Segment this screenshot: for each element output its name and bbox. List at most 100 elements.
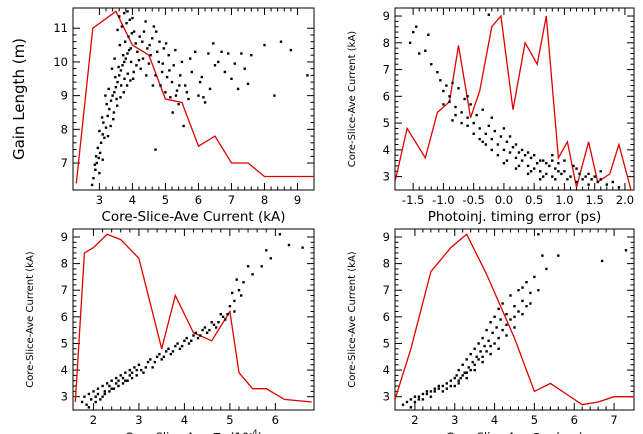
scatter-point <box>192 334 195 337</box>
scatter-point <box>112 111 116 114</box>
scatter-point <box>141 40 144 43</box>
scatter-point <box>233 62 236 65</box>
scatter-point <box>187 342 191 345</box>
scatter-point <box>123 11 126 15</box>
scatter-point <box>94 168 97 171</box>
scatter-point <box>104 126 108 129</box>
scatter-point <box>460 111 463 114</box>
scatter-point <box>563 159 566 162</box>
x-tick-label: 3 <box>96 193 103 207</box>
scatter-point <box>96 392 100 396</box>
scatter-point <box>505 313 508 316</box>
scatter-point <box>465 376 468 380</box>
scatter-point <box>487 124 490 127</box>
y-tick-label: 9 <box>61 230 68 244</box>
scatter-point <box>569 175 572 178</box>
scatter-point <box>233 299 236 303</box>
scatter-point <box>134 42 137 45</box>
scatter-point <box>146 360 150 364</box>
scatter-point <box>481 336 484 340</box>
scatter-point <box>98 171 101 175</box>
scatter-point <box>517 164 521 168</box>
scatter-point <box>158 40 161 43</box>
scatter-point <box>178 347 182 350</box>
scatter-point <box>505 334 508 337</box>
scatter-point <box>497 336 500 340</box>
scatter-point <box>120 25 124 28</box>
y-tick-label: 9 <box>61 89 68 103</box>
scatter-point <box>514 143 518 146</box>
scatter-point <box>517 310 520 313</box>
scatter-point <box>96 387 100 390</box>
scatter-point <box>437 384 440 388</box>
scatter-point <box>448 95 451 98</box>
scatter-point <box>130 32 133 35</box>
scatter-point <box>123 77 126 80</box>
scatter-point <box>457 368 460 372</box>
scatter-point <box>437 387 440 390</box>
scatter-point <box>168 69 171 72</box>
scatter-point <box>164 42 168 45</box>
scatter-point <box>499 318 502 321</box>
scatter-point <box>417 395 421 398</box>
scatter-point <box>217 321 220 324</box>
scatter-point <box>105 382 109 385</box>
scatter-point <box>481 108 484 111</box>
scatter-point <box>104 94 107 97</box>
scatter-point <box>128 368 131 372</box>
scatter-point <box>144 366 147 369</box>
x-tick-label: 8 <box>261 193 268 207</box>
scatter-point <box>513 305 516 308</box>
scatter-point <box>517 289 520 292</box>
scatter-point <box>124 379 127 382</box>
scatter-point <box>481 360 484 364</box>
scatter-point <box>445 382 448 385</box>
y-tick-label: 7 <box>383 63 390 77</box>
scatter-point <box>96 146 99 150</box>
scatter-point <box>130 371 134 374</box>
y-tick-label: 3 <box>61 390 68 404</box>
scatter-point <box>441 384 444 388</box>
scatter-point <box>454 105 457 109</box>
scatter-point <box>489 352 492 356</box>
scatter-point <box>108 390 111 393</box>
scatter-point <box>433 387 436 390</box>
scatter-point <box>521 299 524 303</box>
scatter-point <box>421 398 425 401</box>
scatter-point <box>158 352 161 356</box>
scatter-point <box>587 172 590 176</box>
x-tick-label: 7 <box>610 413 617 427</box>
x-tick-label: 6 <box>272 413 279 427</box>
scatter-point <box>109 124 112 128</box>
scatter-point <box>122 54 125 57</box>
scatter-point <box>242 281 245 284</box>
scatter-point <box>467 366 470 369</box>
scatter-point <box>461 374 464 377</box>
scatter-point <box>119 96 122 99</box>
scatter-point <box>149 54 152 57</box>
scatter-point <box>185 91 189 94</box>
scatter-point <box>521 313 524 316</box>
scatter-point <box>231 291 234 295</box>
scatter-point <box>449 379 452 382</box>
scatter-point <box>215 326 218 329</box>
scatter-point <box>126 52 129 55</box>
scatter-point <box>132 30 136 33</box>
scatter-point <box>465 358 468 361</box>
scatter-point <box>113 91 116 94</box>
scatter-point <box>129 60 133 64</box>
scatter-point <box>83 395 86 398</box>
scatter-point <box>496 143 500 146</box>
scatter-point <box>133 366 136 369</box>
y-tick-label: 5 <box>383 116 390 130</box>
scatter-point <box>457 87 460 90</box>
scatter-point <box>514 156 518 160</box>
y-tick-label: 6 <box>61 310 68 324</box>
scatter-point <box>142 30 146 33</box>
scatter-point <box>156 50 159 53</box>
scatter-point <box>611 180 614 184</box>
scatter-point <box>213 64 217 67</box>
scatter-point <box>174 344 177 348</box>
scatter-point <box>108 384 111 388</box>
scatter-point <box>151 366 154 369</box>
